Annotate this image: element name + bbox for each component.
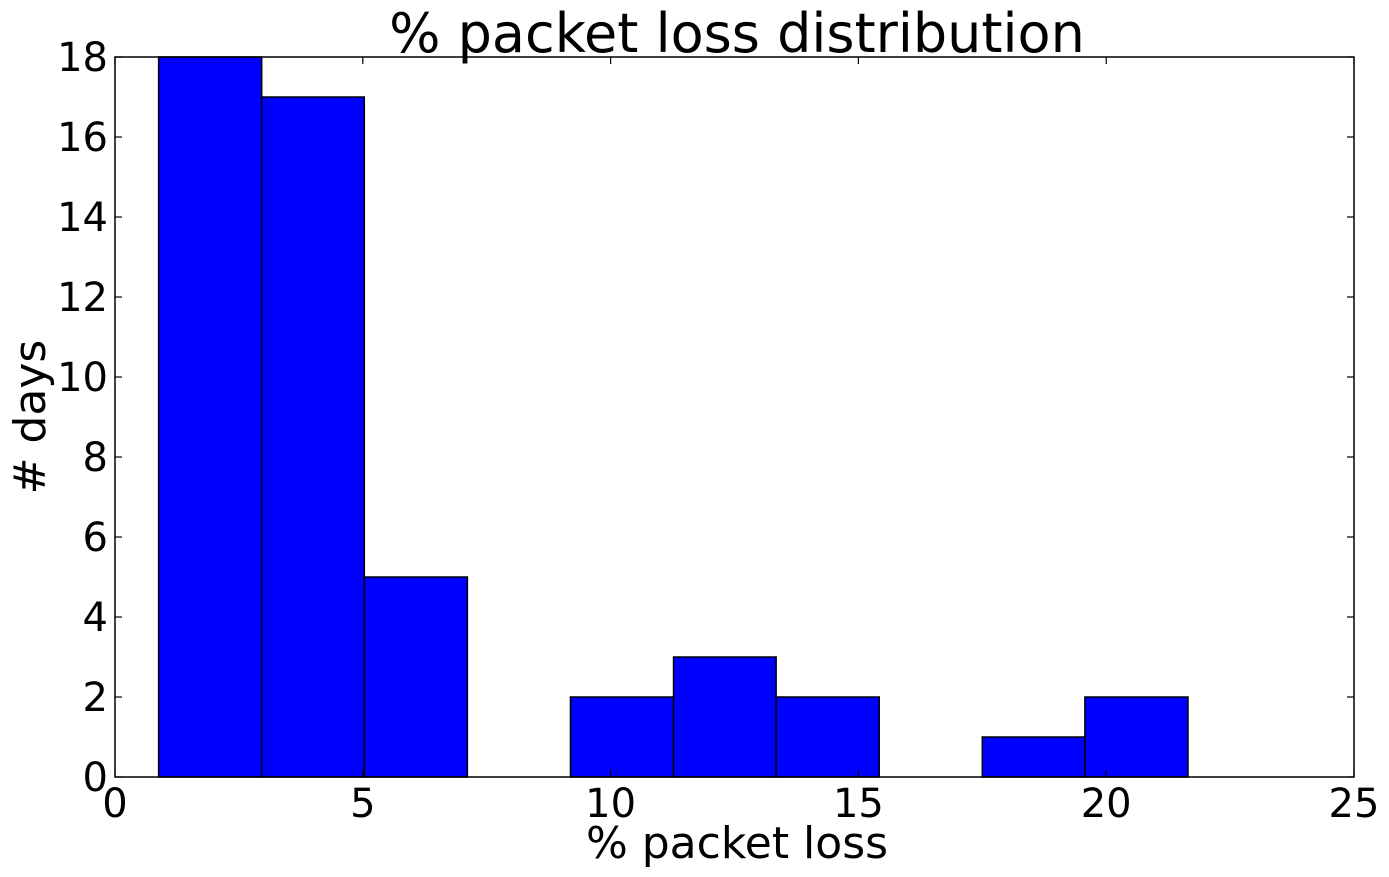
chart-title: % packet loss distribution — [389, 2, 1085, 65]
histogram-bar — [157, 56, 263, 778]
ticks — [114, 56, 1355, 778]
histogram-bar — [672, 656, 777, 778]
bars — [157, 56, 1189, 778]
tick-labels: 0 5 10 15 20 25 0 2 4 6 8 10 12 14 16 18 — [57, 35, 1379, 827]
x-tick-label: 5 — [350, 781, 375, 827]
x-tick-label: 15 — [833, 781, 884, 827]
histogram-bar — [363, 576, 469, 778]
y-tick-label: 2 — [83, 675, 108, 721]
x-tick-label: 10 — [585, 781, 636, 827]
y-tick-label: 16 — [57, 115, 108, 161]
x-tick-label: 20 — [1081, 781, 1132, 827]
x-tick-label: 0 — [102, 781, 127, 827]
y-tick-label: 4 — [83, 595, 108, 641]
y-tick-label: 18 — [57, 35, 108, 81]
histogram-bar — [981, 736, 1086, 778]
histogram-bar — [569, 696, 675, 778]
y-tick-label: 0 — [83, 755, 108, 801]
plot-frame — [114, 56, 1355, 778]
histogram-bar — [775, 696, 880, 778]
histogram-bar — [260, 96, 366, 778]
y-tick-label: 10 — [57, 355, 108, 401]
y-tick-label: 14 — [57, 195, 108, 241]
x-axis-title: % packet loss — [586, 818, 888, 869]
y-tick-label: 8 — [83, 435, 108, 481]
y-tick-label: 12 — [57, 275, 108, 321]
y-tick-label: 6 — [83, 515, 108, 561]
x-tick-label: 25 — [1329, 781, 1380, 827]
histogram-bar — [1084, 696, 1189, 778]
y-axis-title: # days — [5, 340, 56, 495]
